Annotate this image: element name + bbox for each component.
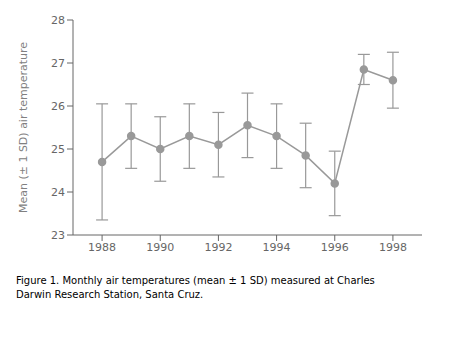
svg-text:Mean (± 1 SD) air temperature: Mean (± 1 SD) air temperature [17,42,30,213]
svg-text:1988: 1988 [88,241,116,254]
svg-text:1998: 1998 [379,241,407,254]
svg-text:1990: 1990 [146,241,174,254]
svg-text:1996: 1996 [321,241,349,254]
svg-text:1992: 1992 [204,241,232,254]
html-text:Figure 1. Monthly air temperat: Figure 1. Monthly air temperatures (mean… [16,275,375,300]
svg-text:27: 27 [51,57,65,70]
svg-text:1994: 1994 [263,241,291,254]
svg-text:24: 24 [51,186,65,199]
svg-text:28: 28 [51,14,65,27]
svg-text:25: 25 [51,143,65,156]
svg-text:23: 23 [51,229,65,242]
svg-text:26: 26 [51,100,65,113]
